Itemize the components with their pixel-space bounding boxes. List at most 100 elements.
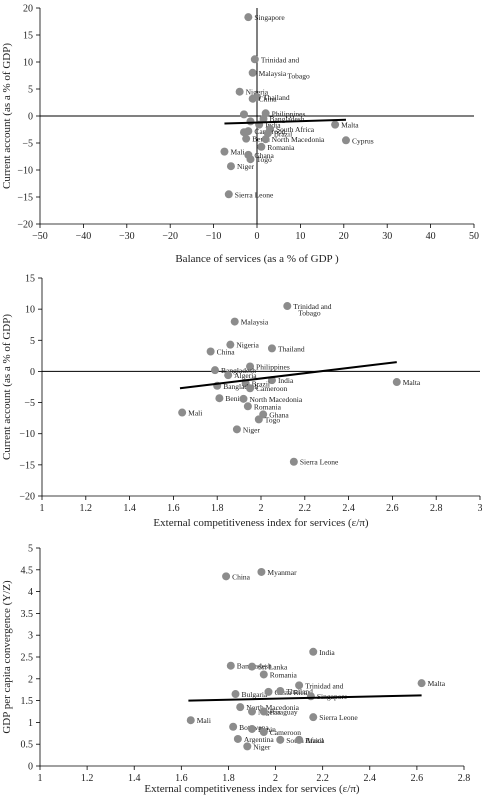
data-point — [248, 724, 256, 733]
x-tick-label: −30 — [119, 231, 135, 242]
point-label: Sierra Leone — [235, 190, 274, 199]
data-point — [246, 362, 255, 371]
point-label: Sri Lanka — [258, 663, 288, 672]
point-label: Trinidad and — [305, 681, 344, 690]
data-point — [243, 742, 252, 751]
y-tick-label: −15 — [19, 460, 35, 471]
point-label: Thailand — [286, 687, 313, 696]
data-point — [230, 317, 239, 326]
point-label: Thailand — [263, 93, 290, 102]
x-axis-label: Balance of services (as a % of GDP ) — [175, 253, 339, 265]
data-point — [254, 415, 263, 424]
data-point — [229, 722, 238, 731]
trend-line — [188, 694, 422, 702]
point-label: Brazil — [274, 129, 292, 138]
point-label: Brazil — [252, 379, 270, 388]
y-axis-label: Current account (as a % of GDP) — [1, 43, 13, 189]
x-tick-label: 2.2 — [316, 773, 329, 784]
point-label: Philippines — [272, 109, 306, 118]
point-label: Nigeria — [236, 341, 259, 350]
chart-1-svg: −50 −40 −30 −20 −10 0 10 20 30 40 5020151050−5−10−… — [1, 4, 479, 266]
point-label: Niger — [243, 425, 261, 434]
y-tick-label: −5 — [22, 139, 33, 150]
point-label: Benin — [252, 135, 270, 144]
x-tick-label: 1 — [40, 503, 45, 514]
y-tick-label: −10 — [19, 429, 35, 440]
x-tick-label: −40 — [76, 231, 92, 242]
data-point — [309, 647, 318, 656]
data-point — [235, 87, 244, 96]
data-point — [276, 735, 285, 744]
data-point — [392, 378, 401, 387]
point-label: Bangladesh — [223, 382, 258, 391]
point-label: China — [232, 572, 251, 581]
point-label: Mali — [188, 409, 202, 418]
data-point — [239, 128, 248, 137]
point-label: Cameroon — [270, 728, 301, 737]
x-tick-label: 2.4 — [364, 773, 377, 784]
data-point — [186, 716, 195, 725]
x-tick-label: 1.6 — [167, 503, 180, 514]
x-tick-label: 2.2 — [299, 503, 312, 514]
y-tick-label: 3 — [28, 631, 33, 642]
data-point — [224, 190, 233, 199]
data-point — [222, 572, 231, 581]
data-point — [206, 347, 215, 356]
x-tick-label: 0 — [255, 231, 260, 242]
point-label: Tobago — [287, 72, 310, 81]
y-tick-label: 1.5 — [21, 696, 34, 707]
point-label: Trinidad and — [293, 302, 332, 311]
point-label: North Macedonia — [249, 395, 302, 404]
x-axis-label: External competitiveness index for servi… — [153, 517, 368, 529]
x-tick-label: 2.4 — [342, 503, 355, 514]
y-tick-label: −5 — [24, 398, 35, 409]
point-label: Malta — [341, 121, 359, 130]
point-label: Niger — [237, 162, 255, 171]
x-tick-label: 1.4 — [123, 503, 136, 514]
point-label: Togo — [265, 415, 281, 424]
point-label: Malaysia — [259, 69, 287, 78]
x-tick-label: 2 — [273, 773, 278, 784]
y-tick-label: 2 — [28, 674, 33, 685]
data-point — [257, 567, 266, 576]
data-point — [226, 661, 235, 670]
data-point — [259, 670, 268, 679]
point-label: Benin — [258, 725, 276, 734]
data-point — [248, 707, 256, 716]
data-point — [250, 55, 259, 64]
data-point — [220, 147, 229, 156]
point-label: India — [319, 648, 335, 657]
point-label: Philippines — [256, 362, 290, 371]
x-tick-label: 1.8 — [222, 773, 235, 784]
x-axis-label: External competitiveness index for servi… — [144, 783, 359, 795]
x-tick-label: 1.8 — [211, 503, 224, 514]
point-label: China — [259, 95, 278, 104]
x-tick-label: 1.2 — [81, 773, 94, 784]
point-label: Argentina — [244, 735, 275, 744]
data-point — [289, 457, 298, 466]
point-label: Sierra Leone — [300, 458, 339, 467]
data-point — [295, 735, 304, 744]
data-point — [417, 679, 426, 688]
y-tick-label: 10 — [25, 305, 35, 316]
chart-3-svg: 1 1.2 1.4 1.6 1.8 2 2.2 2.4 2.6 2.8 5 4.5 4 3.5 3 2.5 2 1… — [1, 544, 470, 796]
point-label: Benin — [225, 394, 243, 403]
point-label: Nigeria — [258, 708, 281, 717]
y-tick-label: 10 — [23, 58, 33, 69]
chart-1: −50 −40 −30 −20 −10 0 10 20 30 40 50 20 15 10 5 0 −5 −10−… — [0, 0, 482, 270]
data-point — [257, 142, 266, 151]
data-point — [226, 162, 235, 171]
data-point — [239, 394, 248, 403]
point-label: Romania — [270, 670, 298, 679]
x-tick-label: 1 — [38, 773, 43, 784]
data-point — [211, 366, 220, 375]
y-tick-label: 5 — [28, 544, 33, 555]
data-point — [246, 155, 255, 164]
data-point — [295, 681, 304, 690]
point-label: Brazil — [305, 736, 323, 745]
point-label: Mali — [230, 148, 244, 157]
data-point — [259, 707, 268, 716]
x-tick-label: −10 — [206, 231, 222, 242]
data-point — [239, 110, 248, 119]
x-tick-label: 20 — [339, 231, 349, 242]
